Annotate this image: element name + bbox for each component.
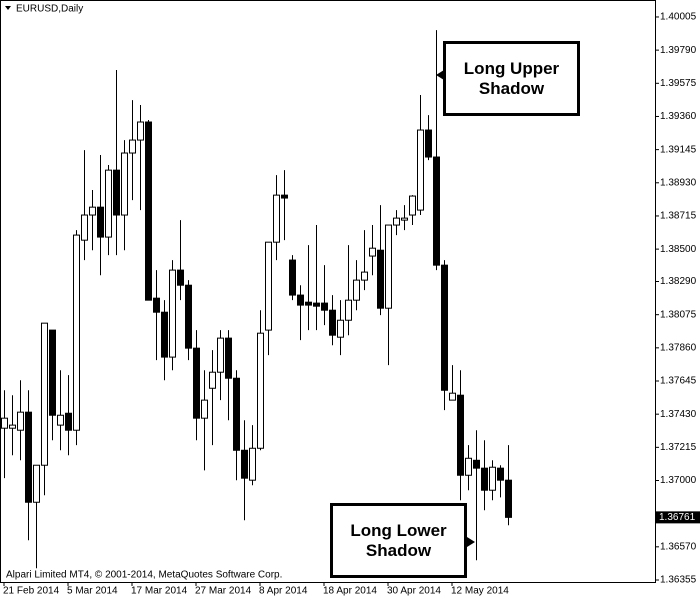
candle-body: [417, 129, 424, 211]
candle-body: [473, 459, 480, 469]
y-tick-label: 1.36570: [660, 541, 697, 552]
y-tick-label: 1.39575: [660, 78, 697, 89]
candle-body: [353, 279, 360, 301]
candle-body: [57, 414, 64, 426]
candle-body: [345, 299, 352, 321]
candle-body: [385, 224, 392, 309]
candle-body: [393, 217, 400, 226]
y-tick-label: 1.38930: [660, 177, 697, 188]
candle-body: [153, 297, 160, 313]
y-tick-label: 1.37215: [660, 442, 697, 453]
candle-body: [401, 217, 408, 221]
candle-body: [65, 412, 72, 431]
x-tick-label: 8 Apr 2014: [259, 586, 308, 597]
candle-body: [241, 449, 248, 479]
candle-body: [193, 347, 200, 419]
candle-body: [449, 392, 456, 401]
candle-body: [217, 337, 224, 373]
candle-body: [105, 169, 112, 238]
annotation: Long Upper Shadow: [443, 41, 580, 116]
y-tick-label: 1.37000: [660, 475, 697, 486]
candle-body: [161, 311, 168, 358]
candle-body: [281, 194, 288, 199]
candle-body: [361, 271, 368, 281]
x-tick-label: 27 Mar 2014: [195, 586, 252, 597]
candle-body: [145, 121, 152, 301]
y-tick-label: 1.37645: [660, 376, 697, 387]
candle-body: [97, 206, 104, 238]
y-tick-label: 1.38500: [660, 244, 697, 255]
candle-body: [209, 371, 216, 389]
candle-body: [201, 399, 208, 419]
candle-body: [177, 269, 184, 286]
candle-body: [169, 269, 176, 358]
y-tick-label: 1.37860: [660, 342, 697, 353]
annotation: Long Lower Shadow: [330, 503, 467, 578]
candle-body: [73, 234, 80, 431]
x-tick-label: 18 Apr 2014: [323, 586, 377, 597]
candle-body: [121, 152, 128, 216]
y-tick-label: 1.39790: [660, 45, 697, 56]
candle-body: [1, 417, 8, 429]
annotation-arrow: [436, 70, 444, 80]
price-tag: [656, 511, 700, 524]
candle-body: [409, 195, 416, 216]
candle-body: [233, 377, 240, 451]
y-tick-label: 1.38075: [660, 309, 697, 320]
x-tick-label: 21 Feb 2014: [3, 586, 60, 597]
y-tick-label: 1.36355: [660, 575, 697, 586]
candle-body: [265, 241, 272, 331]
candle-body: [425, 129, 432, 158]
price-tag-label: 1.36761: [659, 512, 696, 523]
candle-body: [505, 479, 512, 518]
x-tick-label: 30 Apr 2014: [387, 586, 441, 597]
candle-body: [481, 467, 488, 491]
candle-body: [377, 249, 384, 309]
candle-body: [369, 247, 376, 257]
candle-body: [433, 156, 440, 266]
candle-body: [457, 394, 464, 476]
candle-body: [249, 447, 256, 481]
candle-body: [81, 214, 88, 241]
y-tick-label: 1.38715: [660, 211, 697, 222]
y-tick-label: 1.38290: [660, 276, 697, 287]
candle-body: [337, 319, 344, 338]
candle-body: [313, 302, 320, 307]
x-tick-label: 17 Mar 2014: [131, 586, 188, 597]
y-tick-label: 1.39145: [660, 144, 697, 155]
candle-body: [9, 424, 16, 429]
y-tick-label: 1.37430: [660, 409, 697, 420]
candle-body: [321, 302, 328, 311]
candle-body: [33, 464, 40, 503]
candle-body: [17, 411, 24, 431]
y-tick-label: 1.39360: [660, 111, 697, 122]
candle-body: [113, 169, 120, 216]
candle-body: [25, 411, 32, 503]
candle-body: [305, 301, 312, 306]
copyright: Alpari Limited MT4, © 2001-2014, MetaQuo…: [6, 570, 282, 581]
candle-body: [273, 194, 280, 243]
candle-body: [465, 457, 472, 476]
candle-body: [49, 329, 56, 416]
candle-body: [489, 466, 496, 491]
candle-body: [289, 259, 296, 296]
annotation-arrow: [467, 537, 475, 547]
candle-body: [497, 467, 504, 481]
candle-body: [89, 206, 96, 216]
candle-body: [185, 284, 192, 349]
candle-body: [297, 294, 304, 306]
candle-body: [41, 322, 48, 466]
y-tick-label: 1.40005: [660, 12, 697, 23]
candle-body: [137, 121, 144, 141]
candle-body: [441, 264, 448, 391]
chart-title: EURUSD,Daily: [16, 4, 83, 15]
candle-body: [257, 332, 264, 449]
menu-triangle: [5, 6, 11, 10]
candle-body: [225, 337, 232, 379]
candle-body: [329, 309, 336, 336]
candle-body: [129, 139, 136, 154]
x-tick-label: 12 May 2014: [451, 586, 509, 597]
x-tick-label: 5 Mar 2014: [67, 586, 118, 597]
